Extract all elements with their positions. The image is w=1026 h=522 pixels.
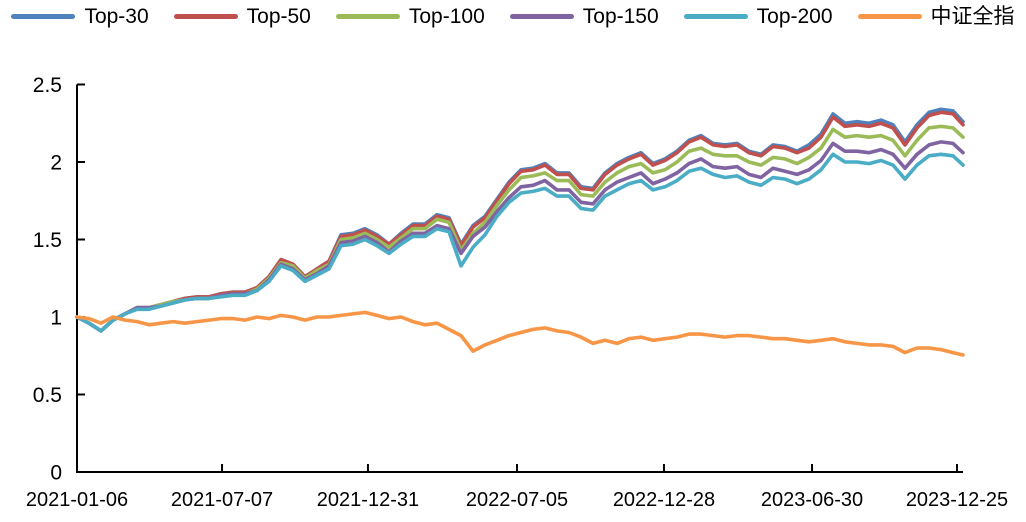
legend-swatch xyxy=(173,14,238,19)
series-line xyxy=(75,310,965,357)
legend-item: Top-100 xyxy=(335,5,485,28)
x-tick-label: 2021-01-06 xyxy=(26,489,128,511)
legend-item: Top-30 xyxy=(11,5,149,28)
y-tick-label: 2 xyxy=(50,152,62,175)
legend-swatch xyxy=(11,14,76,19)
legend-item: Top-200 xyxy=(683,5,833,28)
y-tick-label: 1 xyxy=(50,307,62,330)
x-tick-label: 2021-07-07 xyxy=(171,489,273,511)
y-tick-label: 0.5 xyxy=(33,384,62,407)
legend-swatch xyxy=(509,14,574,19)
legend-swatch xyxy=(857,14,922,19)
y-tick-label: 0 xyxy=(50,462,62,485)
chart-legend: Top-30 Top-50 Top-100 Top-150 Top-200 中证全指 xyxy=(0,6,1026,27)
legend-label: Top-100 xyxy=(408,5,485,28)
legend-item: Top-50 xyxy=(173,5,311,28)
legend-label: Top-30 xyxy=(84,5,149,28)
legend-item: Top-150 xyxy=(509,5,659,28)
y-tick-label: 2.5 xyxy=(33,74,62,97)
legend-label: Top-150 xyxy=(582,5,659,28)
x-tick-label: 2023-12-25 xyxy=(906,489,1008,511)
y-tick-label: 1.5 xyxy=(33,229,62,252)
x-tick-label: 2022-12-28 xyxy=(613,489,715,511)
legend-swatch xyxy=(335,14,400,19)
legend-label: Top-50 xyxy=(246,5,311,28)
legend-swatch xyxy=(683,14,748,19)
legend-label: Top-200 xyxy=(756,5,833,28)
x-tick-label: 2022-07-05 xyxy=(466,489,568,511)
legend-label: 中证全指 xyxy=(930,5,1015,28)
legend-item: 中证全指 xyxy=(857,5,1015,28)
axis-spines xyxy=(76,84,963,473)
x-tick-label: 2023-06-30 xyxy=(761,489,863,511)
series-line xyxy=(75,152,965,333)
x-tick-label: 2021-12-31 xyxy=(317,489,419,511)
